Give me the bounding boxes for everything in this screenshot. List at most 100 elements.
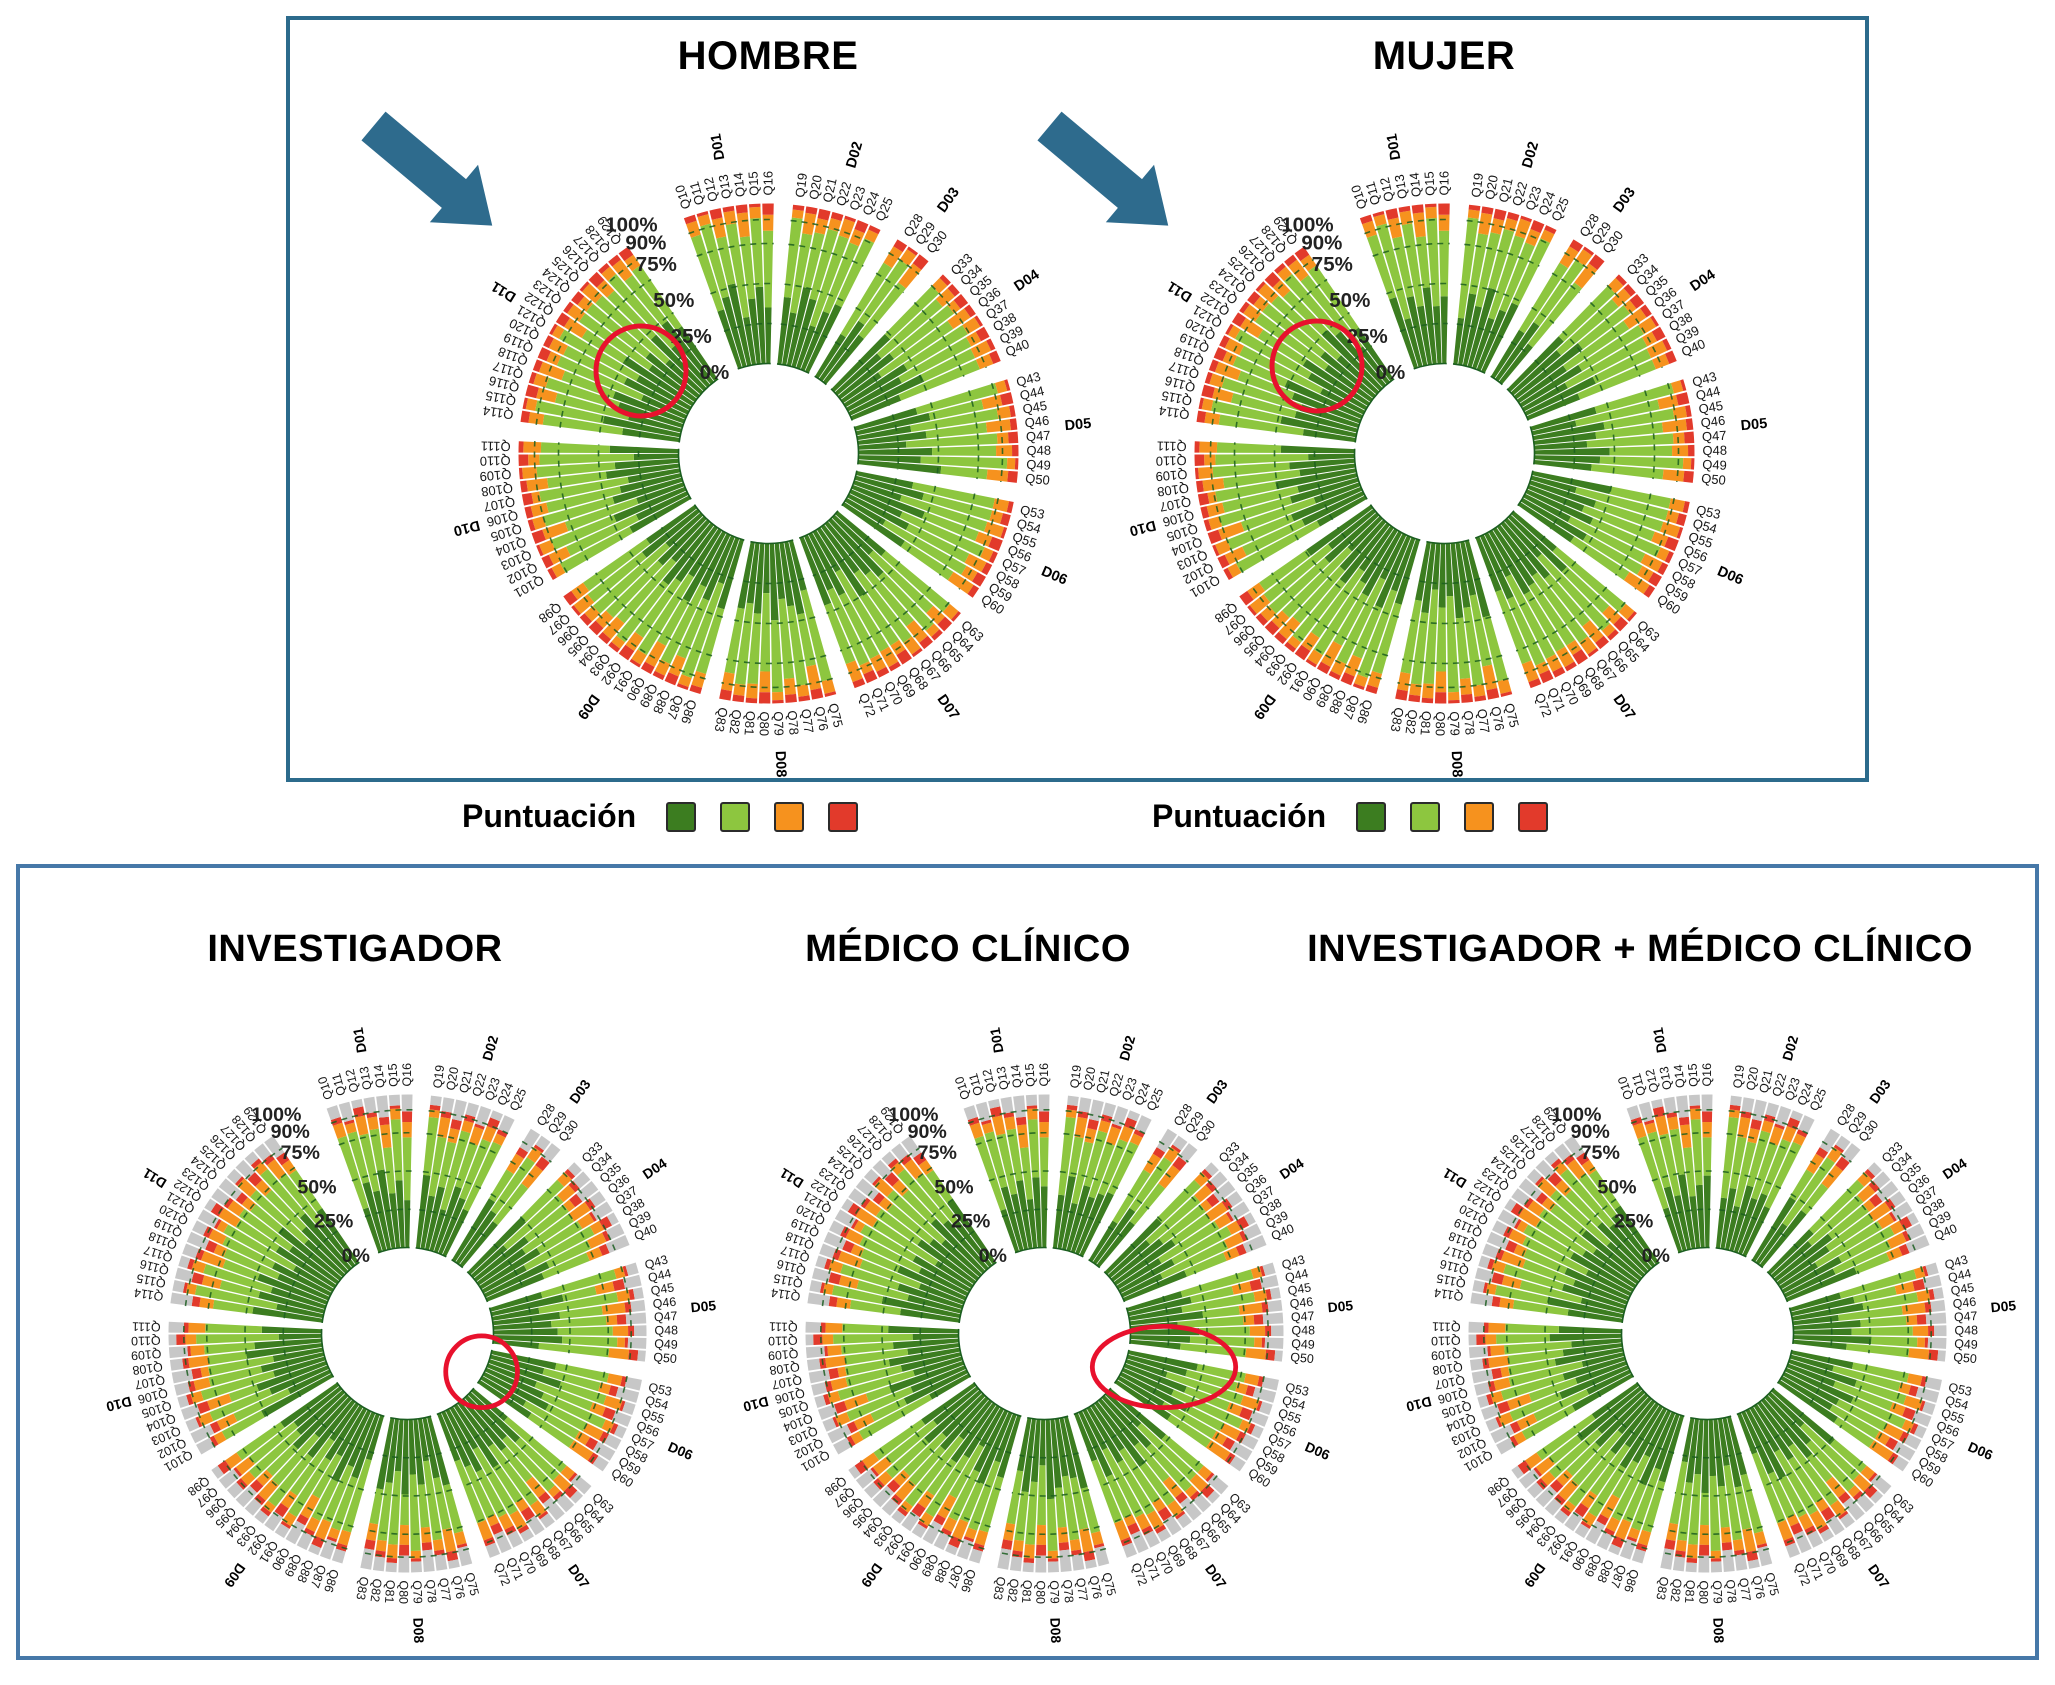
grid-arcs [819, 1109, 1269, 1558]
polar-chart-svg: Q10Q11Q12Q13Q14Q15Q16D01Q19Q20Q21Q22Q23Q… [1037, 111, 1768, 778]
question-label: Q21 [457, 1068, 476, 1094]
question-label: Q75 [1762, 1571, 1781, 1597]
legend-swatch-dark-green-icon [666, 801, 697, 832]
polar-chart-investigador: Q10 Q11 Q12 Q13 Q14 Q15 Q16 D01 Q19 Q20 Q21 Q22 Q23 Q… [66, 992, 749, 1675]
question-label: Q115 [484, 388, 517, 409]
domain-label: D01 [350, 1026, 370, 1054]
question-label: Q110 [768, 1333, 798, 1348]
question-label: Q22 [469, 1072, 489, 1099]
radial-tick-label: 50% [934, 1176, 973, 1198]
domain-label: D01 [1650, 1026, 1670, 1054]
legend-swatch-orange-icon [774, 801, 805, 832]
polar-chart-mujer: Q10 Q11 Q12 Q13 Q14 Q15 Q16 D01 Q19 Q20 Q21 Q22 Q23 Q… [1037, 99, 1799, 808]
question-label: Q115 [1435, 1271, 1467, 1291]
question-label: Q14 [1008, 1064, 1024, 1089]
radial-tick-label: 90% [625, 231, 666, 254]
question-label: Q76 [1086, 1574, 1104, 1600]
highlight-circle [593, 323, 689, 419]
domain-label: D09 [1250, 691, 1278, 722]
question-label: Q83 [353, 1575, 371, 1601]
chart-title-medico-clinico: MÉDICO CLÍNICO [805, 928, 1131, 970]
domain-label: D06 [1303, 1438, 1333, 1463]
question-label: Q82 [1403, 709, 1421, 735]
domain-label: D02 [1116, 1033, 1139, 1062]
question-label: Q83 [1388, 706, 1407, 733]
question-label: Q79 [771, 711, 787, 736]
question-label: Q80 [396, 1580, 410, 1604]
grid-arcs [533, 218, 1004, 689]
question-label: Q107 [134, 1373, 167, 1392]
question-label: Q53 [1947, 1380, 1973, 1399]
question-label: Q109 [1155, 467, 1188, 485]
question-label: Q14 [371, 1064, 387, 1089]
question-label: Q75 [462, 1571, 481, 1597]
question-label: Q49 [1954, 1337, 1978, 1352]
question-label: Q77 [1073, 1577, 1090, 1602]
question-label: Q13 [1391, 173, 1410, 200]
domain-label: D01 [1384, 132, 1404, 161]
question-label: Q11 [1629, 1072, 1649, 1098]
question-label: Q50 [1290, 1350, 1315, 1366]
question-label: Q77 [1474, 708, 1492, 734]
question-label: Q12 [980, 1068, 999, 1094]
question-label: Q109 [767, 1346, 799, 1362]
question-label: Q48 [1291, 1323, 1315, 1337]
domain-label: D01 [987, 1026, 1007, 1054]
radial-tick-label: 50% [1329, 289, 1370, 312]
question-label: Q108 [1432, 1360, 1464, 1378]
question-label: Q44 [1694, 383, 1721, 403]
chart-title-mujer: MUJER [1372, 34, 1516, 78]
grid-arcs [182, 1109, 632, 1558]
radial-tick-label: 25% [314, 1211, 353, 1233]
radial-tick-labels: 0% 25% 50% 75%90%100% [1551, 1104, 1670, 1267]
question-label: Q114 [770, 1285, 801, 1303]
question-label: Q22 [1106, 1072, 1126, 1099]
radial-tick-label: 25% [951, 1211, 990, 1233]
question-label: Q110 [480, 453, 511, 469]
question-label: Q47 [1025, 428, 1051, 445]
question-label: Q106 [1161, 508, 1195, 530]
legend-swatch-dark-green-icon [1356, 801, 1387, 832]
domain-label: D05 [1740, 416, 1768, 434]
question-label: Q46 [1289, 1295, 1314, 1312]
domain-label: D08 [772, 750, 789, 777]
question-label: Q111 [769, 1319, 798, 1334]
domain-label: D10 [104, 1394, 133, 1416]
question-label: Q20 [444, 1066, 462, 1092]
question-label: Q44 [1018, 383, 1045, 403]
radial-tick-label: 75% [918, 1142, 957, 1164]
question-label: Q46 [652, 1295, 677, 1312]
question-label: Q20 [1482, 174, 1501, 201]
domain-label: D07 [1865, 1561, 1893, 1591]
radial-tick-label: 0% [342, 1245, 370, 1267]
question-label: Q21 [820, 177, 840, 204]
domain-label: D04 [1011, 267, 1042, 295]
question-label: Q49 [654, 1337, 678, 1352]
question-label: Q50 [1025, 471, 1051, 488]
question-label: Q80 [1033, 1580, 1047, 1604]
question-label: Q15 [1023, 1063, 1038, 1087]
domain-label: D04 [640, 1155, 670, 1183]
radial-tick-label: 0% [1376, 361, 1406, 384]
bar-segments [518, 203, 1019, 704]
question-label: Q76 [1749, 1574, 1767, 1600]
score-legend-label: Puntuación [462, 798, 637, 834]
question-label: Q79 [410, 1580, 425, 1604]
question-label: Q107 [482, 494, 516, 515]
domain-label: D05 [1327, 1297, 1354, 1315]
question-label: Q14 [730, 172, 748, 198]
domain-label: D10 [452, 517, 482, 539]
question-label: Q15 [745, 171, 761, 196]
radial-tick-label: 90% [271, 1121, 310, 1143]
question-label: Q22 [1509, 180, 1530, 208]
question-label: Q16 [400, 1063, 414, 1087]
domain-label: D06 [1039, 563, 1070, 588]
question-label: Q55 [1687, 529, 1715, 551]
question-label: Q11 [329, 1072, 349, 1098]
domain-label: D08 [1448, 750, 1465, 777]
domain-label: D03 [566, 1076, 594, 1106]
domain-label: D08 [1047, 1617, 1064, 1643]
question-label: Q15 [386, 1063, 401, 1087]
